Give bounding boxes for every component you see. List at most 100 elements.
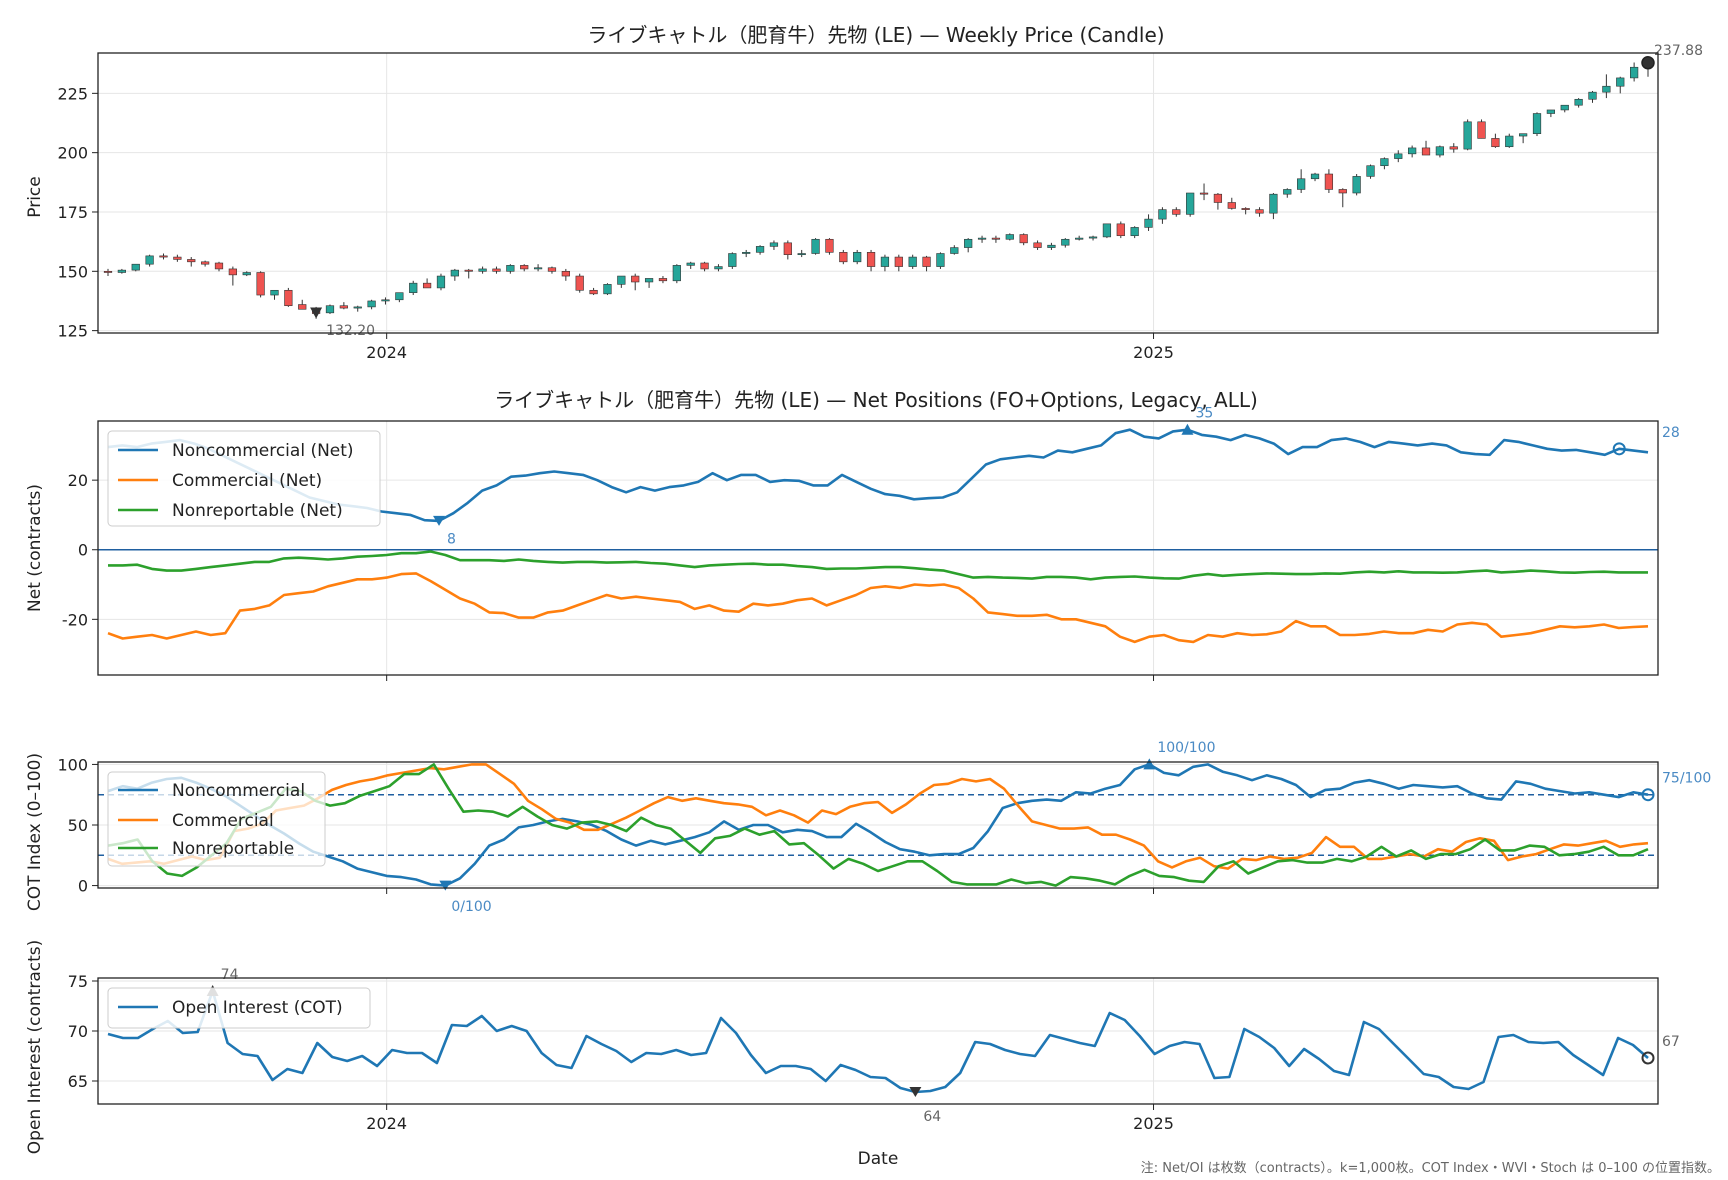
- candle-body: [1560, 104, 1569, 111]
- net-min-marker: [433, 515, 446, 526]
- net-legend-box: [107, 430, 381, 527]
- cot-last-label: 75/100: [1662, 771, 1711, 787]
- candle-body: [1366, 165, 1375, 177]
- net-max-label: 35: [1195, 406, 1213, 422]
- net-plot-frame: [97, 420, 1659, 676]
- oi-markers: [206, 985, 1655, 1097]
- candle-body: [1338, 189, 1347, 194]
- y-tick-label: 70: [68, 1022, 88, 1041]
- cot-max-label: 100/100: [1157, 740, 1215, 756]
- candle-body: [1602, 85, 1611, 93]
- x-tick-label: 2024: [366, 1114, 407, 1133]
- candle-body: [700, 262, 709, 270]
- price-min-label: 132.20: [326, 323, 375, 339]
- candle-body: [131, 263, 140, 271]
- candle-body: [1408, 147, 1417, 155]
- price-plot-frame: [97, 52, 1659, 334]
- oi-x-ticks: 2024 2025: [366, 1104, 1174, 1133]
- cot-plot-frame: [97, 761, 1659, 889]
- oi-gridlines: [98, 978, 1658, 1104]
- candle-body: [298, 304, 307, 310]
- series-line-2: [107, 763, 1649, 887]
- candle-body: [1297, 178, 1306, 190]
- price-extreme-markers: [310, 56, 1655, 319]
- candle-body: [1075, 237, 1084, 240]
- candle-body: [520, 265, 529, 270]
- y-tick-label: 100: [57, 755, 88, 774]
- candle-body: [464, 269, 473, 272]
- price-y-ticks: 125 150 175 200 225: [57, 84, 98, 341]
- cot-markers: [439, 758, 1655, 891]
- candle-body: [214, 262, 224, 270]
- candle-body: [991, 237, 1001, 240]
- candle-body: [353, 306, 362, 309]
- candle-body: [242, 272, 251, 276]
- candle-body: [1435, 146, 1445, 156]
- candle-body: [1088, 236, 1098, 239]
- candle-body: [339, 305, 348, 309]
- candle-body: [1463, 121, 1472, 150]
- candle-body: [658, 278, 668, 282]
- candle-body: [228, 268, 237, 276]
- candle-body: [1186, 192, 1195, 215]
- candle-body: [1449, 146, 1458, 150]
- candle-body: [478, 268, 487, 272]
- price-max-marker: [1641, 56, 1655, 70]
- candle-body: [1213, 193, 1223, 203]
- candle-body: [853, 252, 862, 263]
- candle-body: [1102, 223, 1112, 238]
- candle-body: [589, 289, 598, 295]
- candle-body: [908, 256, 917, 267]
- oi-min-marker: [909, 1087, 922, 1097]
- price-x-ticks: 2024 2025: [366, 333, 1174, 362]
- oi-y-ticks: 65 70 75: [68, 972, 98, 1091]
- candle-body: [103, 271, 113, 273]
- net-max-marker: [1181, 423, 1194, 435]
- net-legend-commercial: Commercial (Net): [172, 471, 322, 491]
- candle-body: [1588, 91, 1597, 100]
- candle-body: [950, 247, 959, 254]
- series-line-2: [108, 550, 1648, 581]
- y-tick-label: 0: [78, 877, 88, 896]
- series-line-1: [107, 763, 1649, 870]
- oi-legend-open-interest: Open Interest (COT): [172, 998, 343, 1018]
- candle-body: [1616, 77, 1625, 87]
- candle-body: [284, 289, 293, 307]
- candle-body: [422, 282, 432, 289]
- x-tick-label: 2025: [1133, 1114, 1174, 1133]
- candle-body: [1158, 209, 1167, 220]
- candle-body: [450, 269, 459, 277]
- candle-body: [1172, 209, 1181, 215]
- candle-body: [1227, 202, 1236, 209]
- price-max-label: 237.88: [1654, 43, 1703, 59]
- candle-body: [977, 237, 987, 240]
- candle-body: [797, 253, 806, 256]
- candle-body: [173, 256, 182, 260]
- candle-body: [1310, 173, 1320, 180]
- candle-body: [561, 271, 570, 277]
- price-min-marker: [310, 307, 323, 319]
- cot-legend-nonreportable: Nonreportable: [172, 839, 294, 859]
- candle-body: [825, 238, 834, 253]
- oi-legend-box: [107, 987, 371, 1029]
- candle-body: [1033, 242, 1042, 248]
- oi-max-label: 74: [221, 967, 239, 983]
- y-tick-label: 65: [68, 1072, 88, 1091]
- candle-body: [1380, 158, 1389, 167]
- candle-body: [880, 256, 890, 267]
- x-tick-label: 2024: [366, 343, 407, 362]
- candle-body: [1047, 244, 1056, 248]
- net-y-ticks: -20 0 20: [62, 471, 1155, 681]
- candle-body: [783, 242, 792, 255]
- series-line-0: [107, 763, 1649, 887]
- candle-body: [1283, 189, 1292, 195]
- footnote: 注: Net/OI は枚数（contracts）。k=1,000枚。COT In…: [1141, 1161, 1720, 1176]
- candle-body: [1061, 238, 1070, 246]
- candle-body: [728, 253, 737, 267]
- candle-body: [575, 275, 584, 291]
- cot-min-marker: [439, 880, 452, 891]
- y-tick-label: 75: [68, 972, 88, 991]
- candle-body: [922, 256, 931, 267]
- candle-body: [755, 246, 765, 253]
- price-candles: [103, 62, 1653, 319]
